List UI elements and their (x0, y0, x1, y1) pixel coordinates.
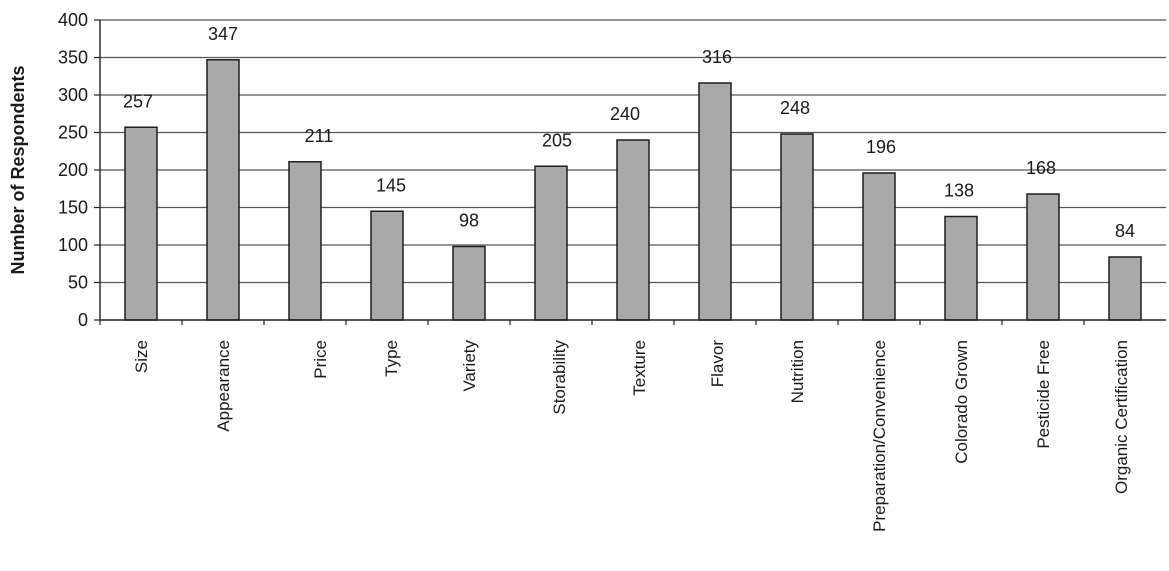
data-label: 84 (1115, 221, 1135, 241)
bar-pesticide-free (1026, 193, 1060, 321)
x-tick-label: Preparation/Convenience (870, 340, 889, 532)
x-tick-label: Organic Certification (1112, 340, 1131, 494)
x-tick-label: Nutrition (788, 340, 807, 403)
data-label: 196 (866, 137, 896, 157)
data-label: 168 (1026, 158, 1056, 178)
y-tick-label: 50 (68, 273, 88, 293)
axis-layer: 0 50 100 150 200 250 300 350 400 (58, 10, 1166, 330)
bar-organic-certification (1108, 256, 1142, 321)
data-label: 145 (376, 175, 406, 195)
x-tick-label: Type (382, 340, 401, 377)
x-tick-label: Appearance (214, 340, 233, 432)
x-tick-label: Storability (550, 340, 569, 415)
y-tick-label: 0 (78, 310, 88, 330)
data-label: 316 (702, 47, 732, 67)
x-tick-label: Variety (460, 340, 479, 392)
data-label: 257 (123, 91, 153, 111)
data-label: 211 (305, 126, 334, 146)
x-tick-label: Texture (630, 340, 649, 396)
bar-variety (452, 245, 486, 321)
bar-storability (534, 165, 568, 321)
x-tick-label: Flavor (708, 340, 727, 388)
y-tick-label: 100 (58, 235, 88, 255)
bar-colorado-grown (944, 215, 978, 321)
bar-price (288, 161, 322, 321)
y-tick-label: 250 (58, 123, 88, 143)
y-tick-label: 400 (58, 10, 88, 30)
y-tick-label: 200 (58, 160, 88, 180)
x-tick-label: Pesticide Free (1034, 340, 1053, 449)
y-tick-label: 300 (58, 85, 88, 105)
bar-preparation-convenience (862, 172, 896, 321)
y-tick-label: 150 (58, 198, 88, 218)
data-label: 98 (459, 211, 479, 231)
x-tick-label: Price (311, 340, 330, 379)
data-label: 240 (610, 104, 640, 124)
bar-type (370, 210, 404, 321)
data-label: 205 (542, 130, 572, 150)
bar-size (124, 126, 158, 321)
y-tick-label: 350 (58, 48, 88, 68)
bar-texture (616, 139, 650, 321)
bar-flavor (698, 82, 732, 321)
bar-appearance (206, 59, 240, 321)
y-axis-title: Number of Respondents (8, 65, 28, 274)
bar-nutrition (780, 133, 814, 321)
x-tick-label: Colorado Grown (952, 340, 971, 464)
data-label: 138 (944, 181, 974, 201)
data-label: 248 (780, 98, 810, 118)
x-tick-label: Size (132, 340, 151, 373)
label-layer: 257 Size 347 Appearance 211 Price 145 Type 98 Var… (123, 24, 1135, 532)
data-label: 347 (208, 24, 238, 44)
bar-layer (124, 59, 1142, 321)
